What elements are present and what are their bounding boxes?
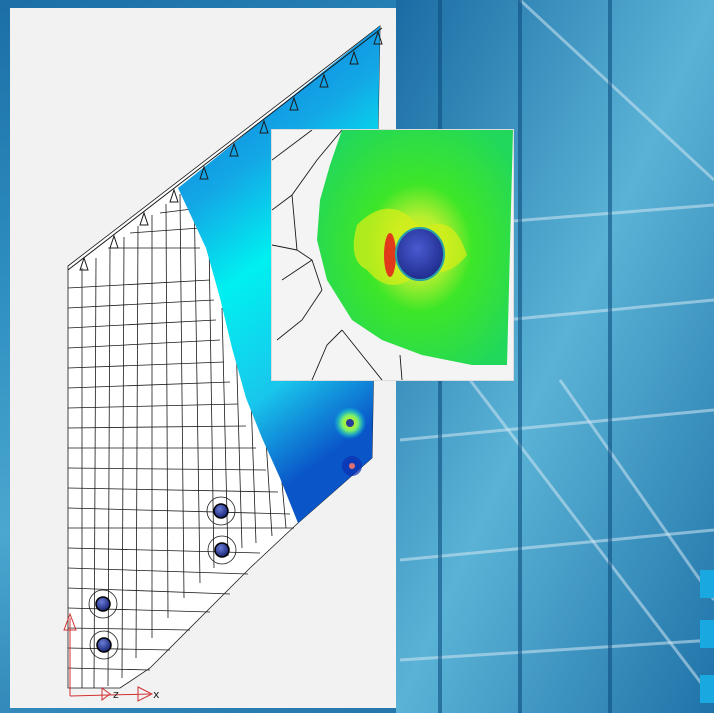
bolt-hole-icon — [395, 227, 445, 281]
inset-mesh — [272, 130, 403, 380]
bolt-holes — [88, 496, 237, 660]
bolt-hole-icon — [95, 596, 111, 612]
axis-label-x: x — [153, 688, 160, 701]
axis-label-z: z — [113, 688, 119, 701]
zoom-inset-panel — [271, 129, 514, 381]
stress-peak — [384, 233, 396, 277]
bolt-hole-icon — [96, 637, 112, 653]
inset-stress-detail — [272, 130, 513, 380]
bolt-hole-icon — [349, 463, 355, 469]
pin-support-icon — [67, 27, 383, 271]
bolt-hole-icon — [214, 542, 230, 558]
bolt-hole-icon — [213, 503, 229, 519]
bolt-hole-icon — [346, 419, 354, 427]
coordinate-triad-icon — [63, 612, 154, 702]
